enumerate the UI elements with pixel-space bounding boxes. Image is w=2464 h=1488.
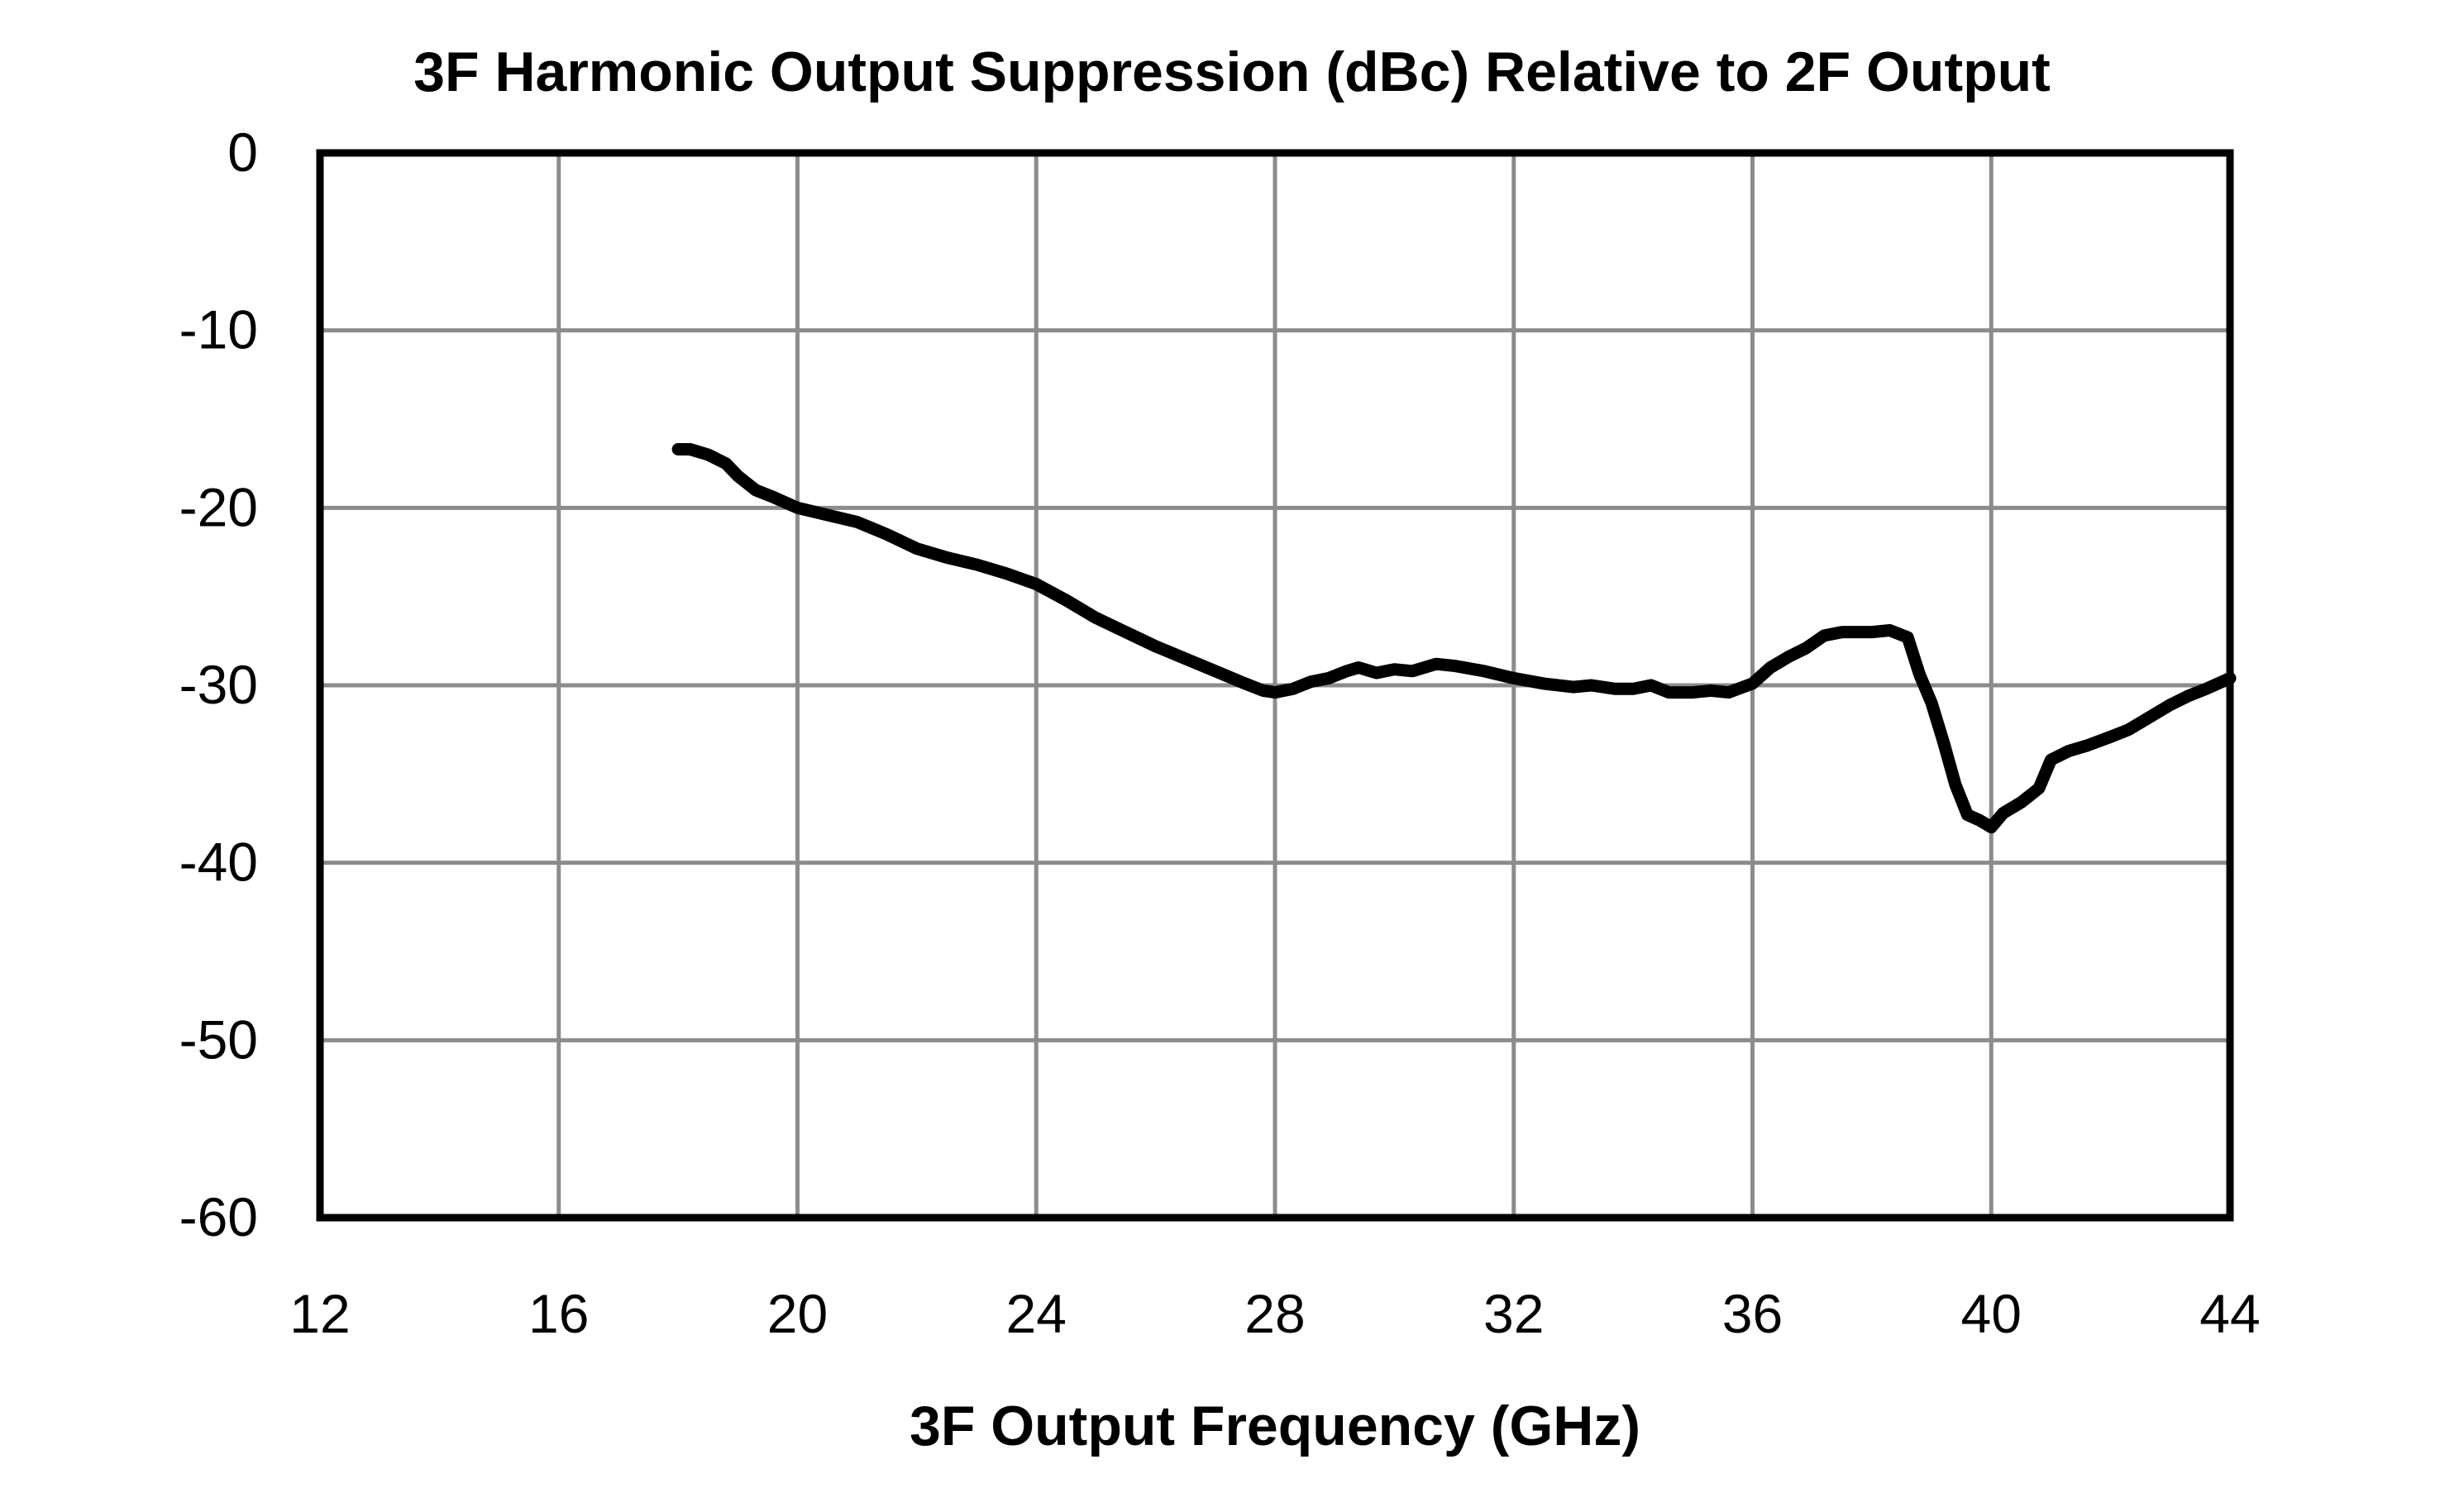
y-tick-label: -30 (179, 654, 258, 715)
x-tick-label: 40 (1961, 1283, 2022, 1344)
x-axis: 12 16 20 24 28 32 36 40 44 (289, 1283, 2260, 1344)
y-tick-label: -60 (179, 1186, 258, 1247)
y-tick-label: -40 (179, 832, 258, 893)
x-tick-label: 36 (1722, 1283, 1783, 1344)
chart-title: 3F Harmonic Output Suppression (dBc) Rel… (413, 41, 2051, 103)
plot-frame (316, 149, 2234, 1222)
y-axis: 0 -10 -20 -30 -40 -50 -60 (179, 122, 258, 1247)
y-tick-label: 0 (227, 122, 258, 183)
x-tick-label: 32 (1483, 1283, 1544, 1344)
y-tick-label: -50 (179, 1009, 258, 1070)
x-tick-label: 20 (767, 1283, 828, 1344)
y-tick-label: -10 (179, 299, 258, 360)
x-tick-label: 12 (289, 1283, 350, 1344)
x-axis-label: 3F Output Frequency (GHz) (910, 1395, 1640, 1457)
y-tick-label: -20 (179, 476, 258, 537)
x-tick-label: 44 (2199, 1283, 2260, 1344)
x-tick-label: 28 (1244, 1283, 1305, 1344)
series-layer (671, 443, 2237, 834)
x-tick-label: 16 (528, 1283, 589, 1344)
grid (320, 153, 2230, 1218)
x-tick-label: 24 (1006, 1283, 1067, 1344)
series-line (671, 443, 2237, 834)
